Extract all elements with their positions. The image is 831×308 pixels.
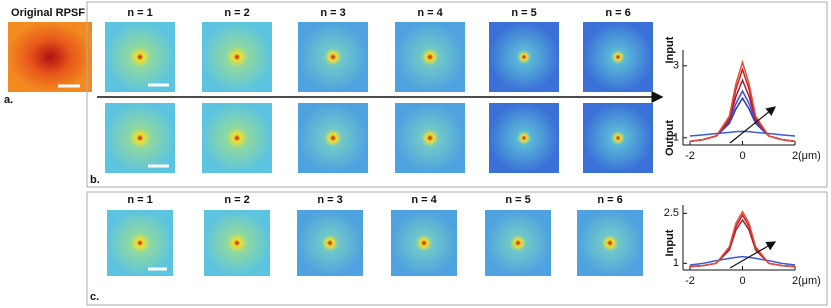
column-label: n = 1 (127, 7, 152, 19)
column-label: n = 5 (505, 194, 530, 206)
y-tick-label: 1 (673, 132, 679, 144)
rpsf-image (8, 22, 92, 92)
column-label: n = 2 (224, 194, 249, 206)
line-series (689, 255, 796, 266)
y-label: Input (664, 36, 676, 63)
psf-image (105, 103, 175, 173)
line-series (689, 59, 796, 143)
y-tick-label: 1 (673, 257, 679, 269)
panel-c-frame (86, 191, 828, 306)
y-tick-label: 3 (673, 60, 679, 72)
psf-image (489, 103, 559, 173)
line-series (689, 210, 796, 268)
line-series (689, 218, 796, 268)
psf-image (105, 22, 175, 92)
psf-image (583, 103, 653, 173)
psf-image (202, 103, 272, 173)
y-tick-label: 2.5 (664, 207, 679, 219)
psf-image (395, 103, 465, 173)
x-unit: (μm) (798, 275, 821, 287)
column-label: n = 2 (224, 7, 249, 19)
column-label: n = 4 (411, 194, 437, 206)
column-label: n = 3 (320, 7, 345, 19)
trend-arrow (729, 106, 776, 144)
psf-image (391, 210, 457, 276)
line-series (689, 130, 796, 137)
y-label: Output (664, 120, 676, 156)
column-label: n = 1 (127, 194, 152, 206)
column-label: n = 6 (605, 7, 630, 19)
psf-image (489, 22, 559, 92)
x-tick-label: 2 (792, 275, 798, 287)
trend-arrow (729, 241, 777, 269)
panel-b-frame (86, 1, 828, 188)
x-unit: (μm) (798, 150, 821, 162)
x-tick-label: 0 (739, 275, 745, 287)
column-label: n = 5 (511, 7, 536, 19)
column-label: n = 6 (597, 194, 622, 206)
panel-a-title: Original RPSF (11, 7, 85, 19)
y-label: Input (664, 229, 676, 256)
psf-image (395, 22, 465, 92)
psf-image (577, 210, 643, 276)
psf-image (204, 210, 270, 276)
psf-image (298, 103, 368, 173)
psf-image (202, 22, 272, 92)
panel-label: b. (90, 174, 100, 186)
x-tick-label: 2 (792, 150, 798, 162)
column-label: n = 4 (417, 7, 443, 19)
panel-label: a. (4, 94, 13, 106)
column-label: n = 3 (317, 194, 342, 206)
line-series (689, 213, 796, 268)
psf-image (485, 210, 551, 276)
x-tick-label: -2 (685, 275, 695, 287)
psf-image (297, 210, 363, 276)
psf-image (298, 22, 368, 92)
x-tick-label: 0 (739, 150, 745, 162)
x-tick-label: -2 (685, 150, 695, 162)
psf-image (107, 210, 173, 276)
psf-image (583, 22, 653, 92)
panel-label: c. (90, 291, 99, 303)
